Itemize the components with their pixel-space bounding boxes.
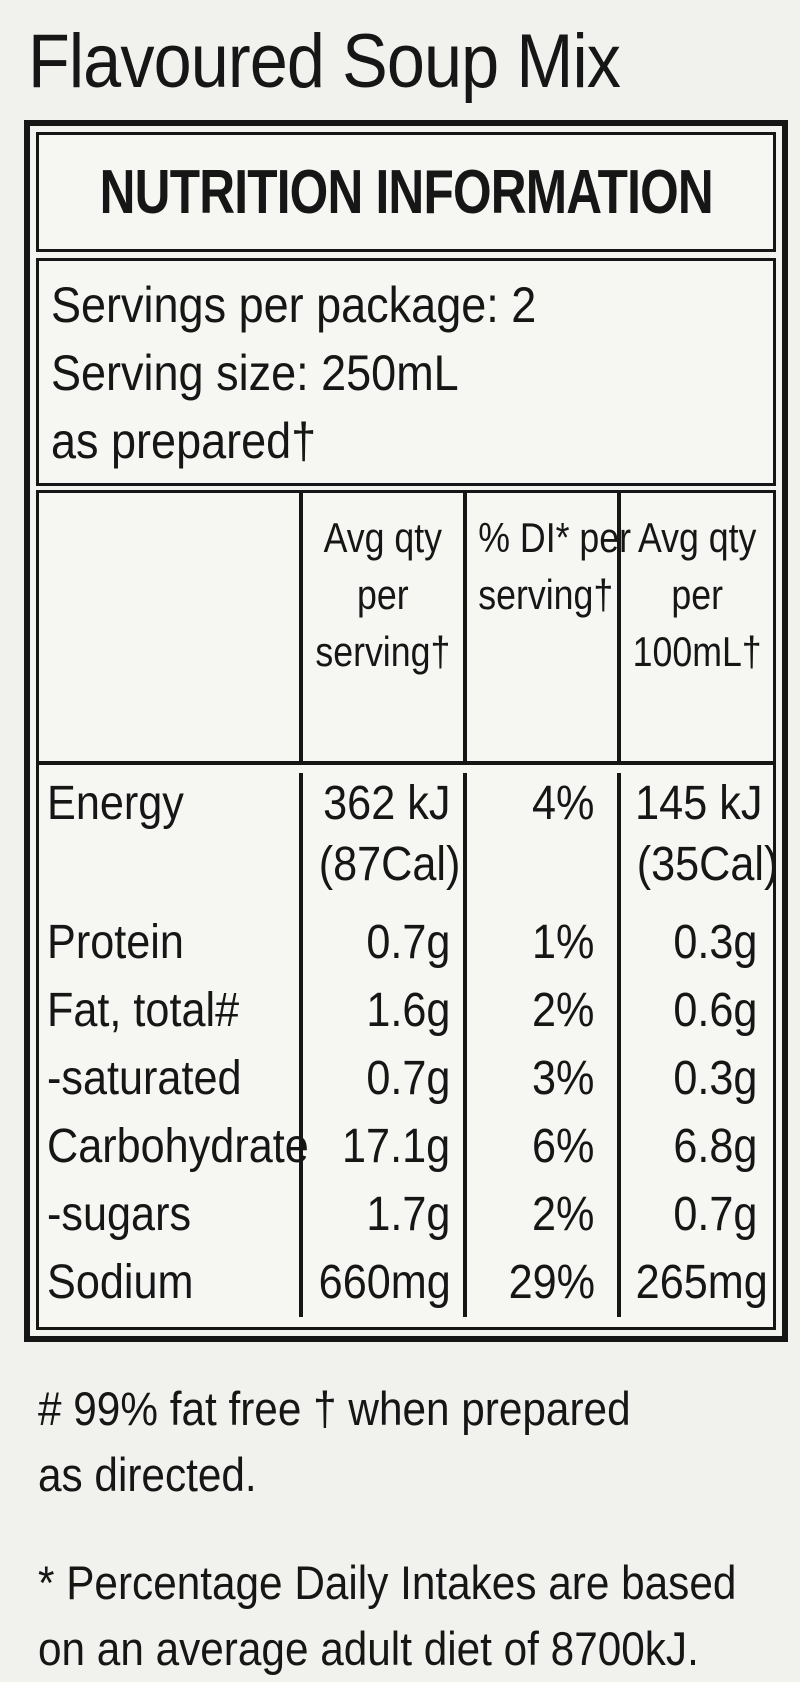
table-row-saturated-di: 3%: [462, 1045, 617, 1113]
nutrition-panel: NUTRITION INFORMATION Servings per packa…: [24, 120, 788, 1342]
table-header-row: Avg qty per serving† % DI* per serving† …: [39, 493, 773, 765]
panel-header-text: NUTRITION INFORMATION: [99, 157, 713, 227]
nutrition-label-page: Flavoured Soup Mix NUTRITION INFORMATION…: [0, 10, 800, 1682]
panel-header: NUTRITION INFORMATION: [36, 132, 776, 252]
table-row-saturated-qty-100ml: 0.3g: [616, 1045, 773, 1113]
header-avg-qty-per-serving: Avg qty per serving†: [298, 493, 463, 761]
table-row-carbohydrate-name: Carbohydrate: [47, 1120, 309, 1173]
table-row-saturated-qty-serving: 0.7g: [298, 1045, 463, 1113]
table-row-protein-name: Protein: [47, 916, 184, 969]
footnote-daily-intake: * Percentage Daily Intakes are based on …: [38, 1556, 737, 1675]
table-row-sugars-qty-100ml: 0.7g: [616, 1181, 773, 1249]
table-row-sodium-qty-serving: 660mg: [298, 1249, 463, 1317]
servings-section: Servings per package: 2 Serving size: 25…: [36, 258, 776, 486]
table-row-fat-total-di: 2%: [462, 977, 617, 1045]
table-row-sugars-qty-serving: 1.7g: [298, 1181, 463, 1249]
header-empty-cell: [39, 493, 299, 761]
table-row-carbohydrate-di: 6%: [462, 1113, 617, 1181]
table-row-energy-di: 4%: [462, 773, 617, 909]
table-row-fat-total-name: Fat, total#: [47, 984, 240, 1037]
table-row-sodium-qty-100ml: 265mg: [616, 1249, 773, 1317]
header-di-per-serving: % DI* per serving†: [462, 493, 631, 761]
serving-size: Serving size: 250mL: [51, 345, 459, 401]
table-row-sodium-di: 29%: [462, 1249, 617, 1317]
product-title-text: Flavoured Soup Mix: [28, 19, 621, 104]
table-row-carbohydrate-qty-100ml: 6.8g: [616, 1113, 773, 1181]
servings-per-package: Servings per package: 2: [51, 277, 537, 333]
footnote-fat-free: # 99% fat free † when prepared as direct…: [38, 1382, 631, 1501]
table-row-sodium-name: Sodium: [47, 1256, 194, 1309]
table-row-protein-di: 1%: [462, 909, 617, 977]
nutrient-table: Avg qty per serving† % DI* per serving† …: [36, 490, 778, 1330]
table-row-energy-qty-100ml: 145 kJ (35Cal): [616, 773, 778, 909]
table-row-fat-total-qty-100ml: 0.6g: [616, 977, 773, 1045]
table-row-energy-qty-serving: 362 kJ (87Cal): [298, 773, 463, 909]
table-body: Energy 362 kJ (87Cal) 4% 145 kJ (35Cal) …: [39, 765, 778, 1327]
table-row-energy-name: Energy: [47, 777, 184, 830]
table-row-protein-qty-serving: 0.7g: [298, 909, 463, 977]
table-row-saturated-name: -saturated: [47, 1052, 242, 1105]
as-prepared-note: as prepared†: [51, 413, 317, 469]
table-row-fat-total-qty-serving: 1.6g: [298, 977, 463, 1045]
table-row-carbohydrate-qty-serving: 17.1g: [298, 1113, 463, 1181]
table-row-sugars-di: 2%: [462, 1181, 617, 1249]
product-title: Flavoured Soup Mix: [28, 10, 800, 120]
table-row-sugars-name: -sugars: [47, 1188, 192, 1241]
table-row-protein-qty-100ml: 0.3g: [616, 909, 773, 977]
header-avg-qty-per-100ml: Avg qty per 100mL†: [616, 493, 773, 761]
